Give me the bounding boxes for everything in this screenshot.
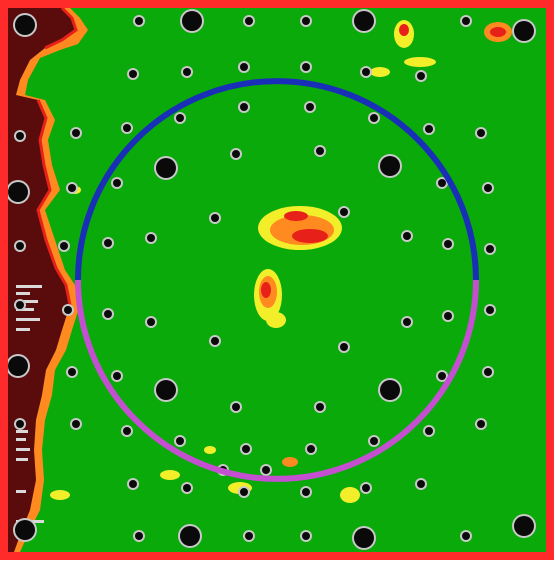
small-hole [16,132,24,140]
small-hole [486,245,494,253]
small-hole [438,372,446,380]
small-hole [240,103,248,111]
large-hole [15,520,35,540]
small-hole [104,239,112,247]
small-hole [211,337,219,345]
small-hole [232,403,240,411]
small-hole [316,403,324,411]
small-hole [302,63,310,71]
small-hole [240,488,248,496]
large-hole [514,516,534,536]
large-hole [380,380,400,400]
small-hole [183,68,191,76]
large-hole [354,11,374,31]
large-hole [156,380,176,400]
holes-layer [8,9,536,550]
small-hole [113,179,121,187]
hot-spots [50,20,512,503]
small-hole [123,427,131,435]
small-hole [245,17,253,25]
small-hole [262,466,270,474]
large-hole [156,158,176,178]
small-hole [417,72,425,80]
small-hole [68,184,76,192]
small-hole [302,17,310,25]
circle-lower-arc [75,279,479,482]
small-hole [16,242,24,250]
dark-region [8,8,76,552]
small-hole [129,480,137,488]
small-hole [340,208,348,216]
small-hole [211,214,219,222]
small-hole [242,445,250,453]
small-hole [370,437,378,445]
small-hole [176,114,184,122]
small-hole [403,318,411,326]
small-hole [417,480,425,488]
small-hole [316,147,324,155]
small-hole [486,306,494,314]
large-hole [8,356,28,376]
small-hole [302,532,310,540]
large-hole [380,156,400,176]
small-hole [444,240,452,248]
small-hole [64,306,72,314]
small-hole [240,63,248,71]
small-hole [113,372,121,380]
small-hole [147,318,155,326]
small-hole [340,343,348,351]
small-hole [425,125,433,133]
small-hole [302,488,310,496]
small-hole [60,242,68,250]
small-hole [183,484,191,492]
small-hole [104,310,112,318]
small-hole [306,103,314,111]
small-hole [477,129,485,137]
large-hole [8,182,28,202]
small-hole [245,532,253,540]
small-hole [484,184,492,192]
small-hole [444,312,452,320]
small-hole [176,437,184,445]
small-hole [72,420,80,428]
circle-upper-arc [75,78,479,281]
small-hole [72,129,80,137]
small-hole [362,484,370,492]
small-hole [362,68,370,76]
small-hole [129,70,137,78]
small-hole [484,368,492,376]
large-hole [15,15,35,35]
small-hole [135,532,143,540]
large-hole [514,21,534,41]
large-hole [354,528,374,548]
small-hole [438,179,446,187]
small-hole [477,420,485,428]
small-hole [403,232,411,240]
small-hole [462,17,470,25]
small-hole [370,114,378,122]
small-hole [147,234,155,242]
small-hole [123,124,131,132]
small-hole [462,532,470,540]
small-hole [307,445,315,453]
small-hole [425,427,433,435]
small-hole [68,368,76,376]
large-hole [180,526,200,546]
large-hole [182,11,202,31]
small-hole [16,420,24,428]
small-hole [135,17,143,25]
small-hole [232,150,240,158]
small-hole [16,301,24,309]
